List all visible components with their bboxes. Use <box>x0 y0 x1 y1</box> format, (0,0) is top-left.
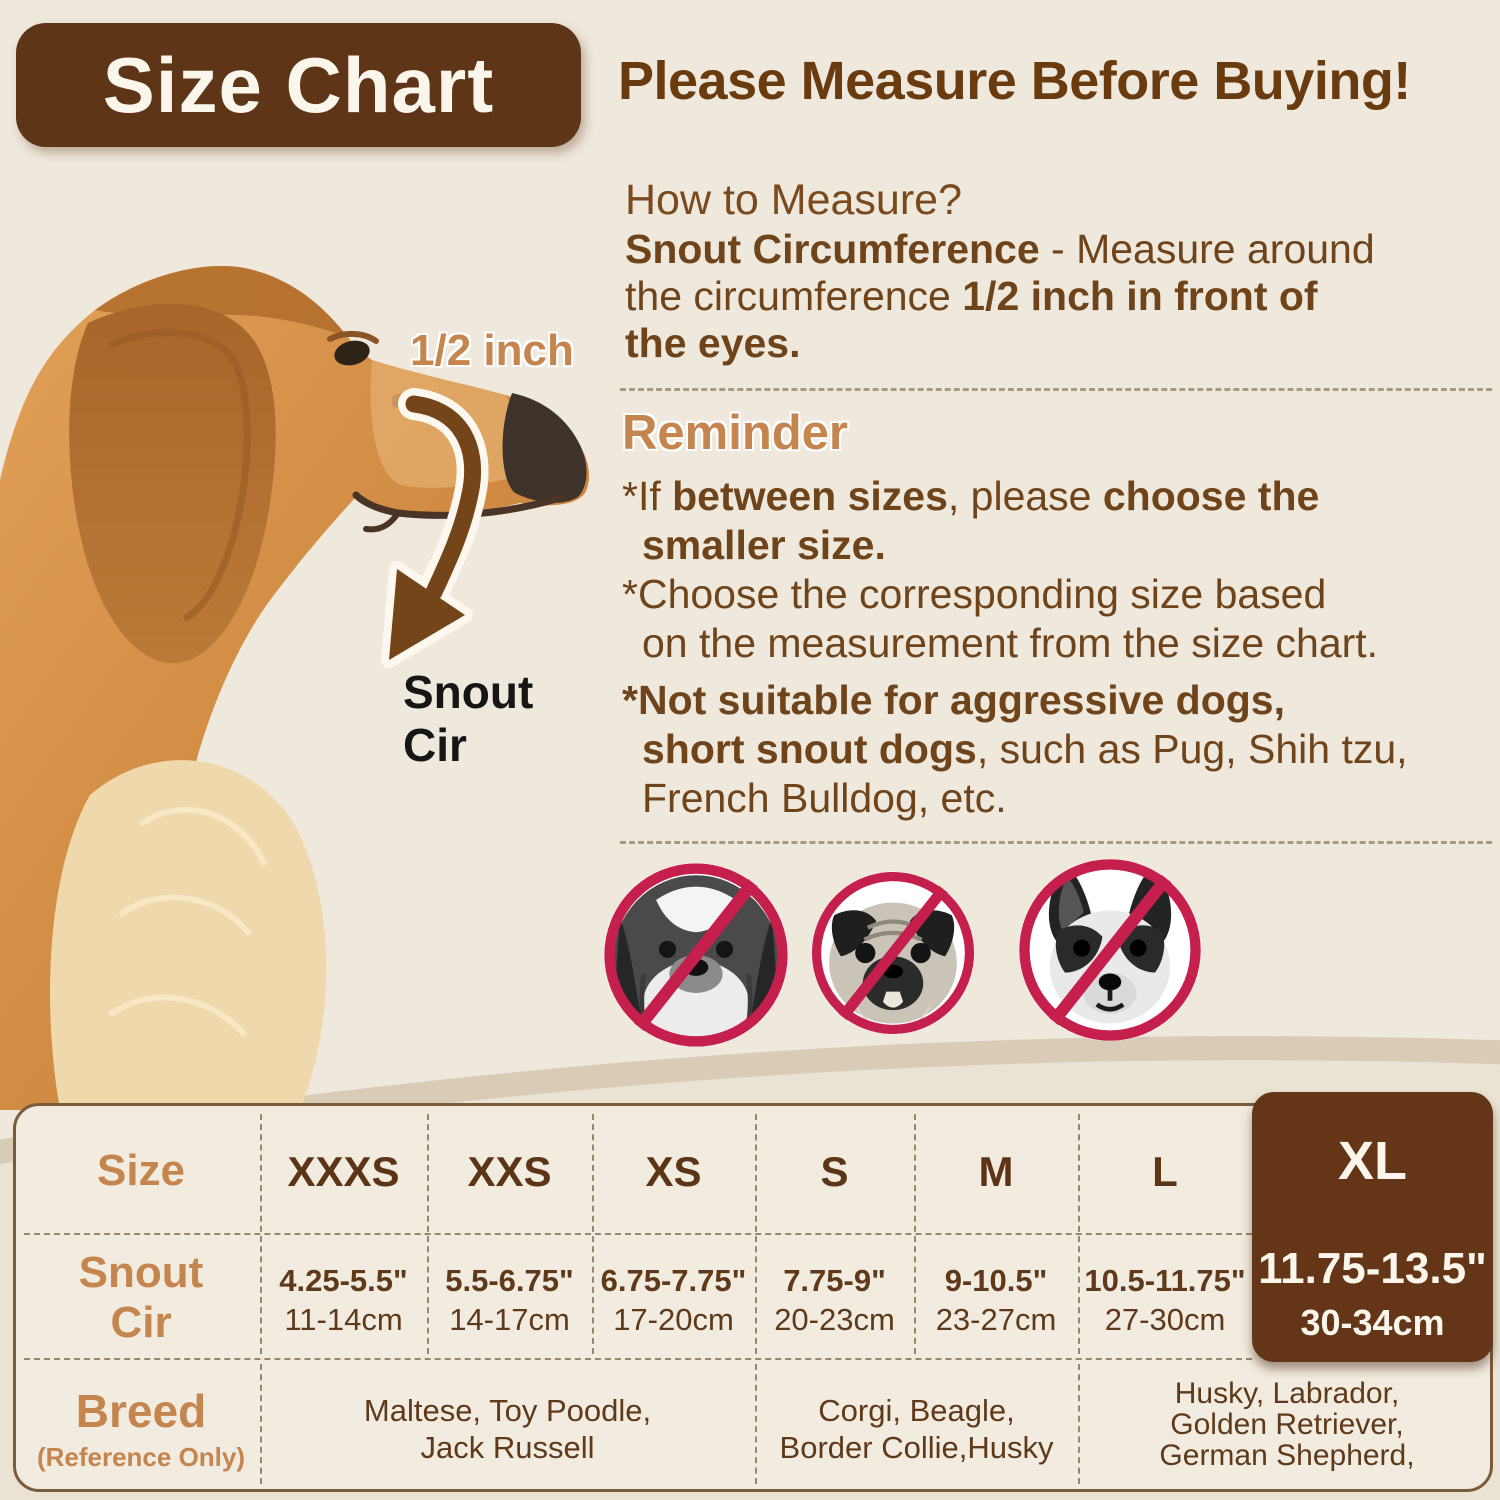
snout-value-cm: 11-14cm <box>284 1302 403 1337</box>
reminder-title: Reminder <box>622 406 849 460</box>
snout-value: 7.75-9" <box>783 1263 886 1298</box>
dog-ear <box>69 303 276 664</box>
size-col-xl: XL <box>1337 1131 1407 1191</box>
no-pug-icon <box>811 871 975 1035</box>
snout-value: 9-10.5" <box>944 1263 1048 1298</box>
size-col-xxxs: XXXS <box>287 1148 400 1195</box>
reminder-item: on the measurement from the size chart. <box>642 620 1379 666</box>
dog-eye <box>334 340 370 366</box>
xl-snout-value: 11.75-13.5" <box>1258 1244 1487 1293</box>
reminder-item: *Choose the corresponding size based <box>622 571 1327 617</box>
reminder-item: smaller size. <box>642 522 886 568</box>
snout-cir-row-label: Snout Cir <box>78 1248 204 1347</box>
half-inch-label: 1/2 inch <box>410 326 574 375</box>
reminder-item: *If between sizes, please choose the <box>622 473 1320 519</box>
breed-cell-large: Husky, Labrador, Golden Retriever, Germa… <box>1159 1377 1415 1472</box>
snout-cir-label: Snout Cir <box>403 666 534 771</box>
snout-value-cm: 17-20cm <box>613 1302 734 1337</box>
snout-value: 10.5-11.75" <box>1084 1263 1246 1298</box>
reminder-item: *Not suitable for aggressive dogs, <box>622 677 1285 723</box>
snout-value-cm: 23-27cm <box>935 1302 1057 1337</box>
size-chart-badge: Size Chart <box>16 23 581 147</box>
reminder-item: French Bulldog, etc. <box>642 775 1007 821</box>
how-to-measure-title: How to Measure? <box>625 176 962 224</box>
snout-value: 5.5-6.75" <box>445 1263 574 1298</box>
size-col-xs: XS <box>645 1148 702 1195</box>
size-table: Size Snout Cir Breed (Reference Only) XX… <box>13 1092 1493 1492</box>
breed-cell-small: Maltese, Toy Poodle, Jack Russell <box>363 1393 652 1465</box>
how-to-measure-text: Snout Circumference - Measure around the… <box>625 226 1375 366</box>
snout-value: 6.75-7.75" <box>600 1263 747 1298</box>
reminder-list: *If between sizes, please choose the sma… <box>622 472 1500 823</box>
breed-cell-medium: Corgi, Beagle, Border Collie,Husky <box>779 1393 1054 1465</box>
size-col-s: S <box>820 1148 849 1195</box>
size-chart-badge-label: Size Chart <box>102 40 495 129</box>
size-col-l: L <box>1152 1148 1178 1195</box>
snout-value-cm: 27-30cm <box>1104 1302 1226 1337</box>
reminder-item: short snout dogs, such as Pug, Shih tzu, <box>642 726 1408 772</box>
snout-value-cm: 20-23cm <box>774 1302 895 1337</box>
snout-value: 4.25-5.5" <box>279 1263 408 1298</box>
no-french-bulldog-icon <box>1018 858 1202 1042</box>
xl-highlight-cell: XL 11.75-13.5" 30-34cm <box>1252 1092 1493 1362</box>
snout-value-cm: 14-17cm <box>449 1302 570 1337</box>
no-shih-tzu-icon <box>603 862 789 1048</box>
divider-top <box>620 388 1492 391</box>
measure-arrow <box>381 388 489 668</box>
xl-snout-value-cm: 30-34cm <box>1300 1302 1445 1343</box>
table-corner-label: Size <box>96 1146 186 1195</box>
breed-row-label: Breed (Reference Only) <box>36 1385 246 1472</box>
size-col-m: M <box>978 1148 1014 1195</box>
divider-bottom <box>620 841 1492 844</box>
dog-nose <box>502 393 587 503</box>
page-title: Please Measure Before Buying! <box>618 51 1411 111</box>
size-col-xxs: XXS <box>467 1148 552 1195</box>
